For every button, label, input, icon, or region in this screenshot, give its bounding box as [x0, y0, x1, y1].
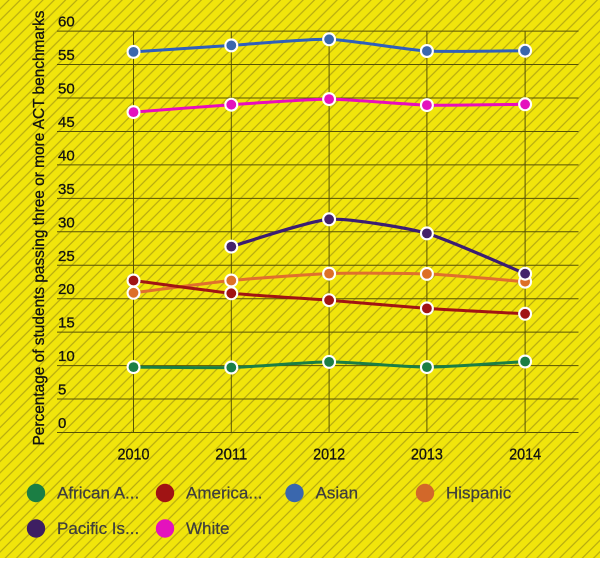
- svg-text:Percentage of students passing: Percentage of students passing three or …: [31, 11, 48, 446]
- svg-text:White: White: [186, 519, 229, 538]
- svg-text:40: 40: [58, 147, 75, 164]
- svg-text:35: 35: [58, 181, 75, 198]
- svg-text:25: 25: [58, 248, 75, 265]
- svg-text:America...: America...: [186, 484, 263, 503]
- svg-text:5: 5: [58, 382, 66, 399]
- svg-text:Pacific Is...: Pacific Is...: [57, 519, 139, 538]
- svg-text:2012: 2012: [313, 447, 345, 464]
- svg-text:2010: 2010: [118, 447, 150, 464]
- svg-text:2011: 2011: [215, 447, 247, 464]
- svg-text:0: 0: [58, 415, 66, 432]
- svg-text:55: 55: [58, 47, 75, 64]
- svg-text:30: 30: [58, 214, 75, 231]
- svg-text:2013: 2013: [411, 447, 443, 464]
- svg-text:50: 50: [58, 81, 75, 98]
- svg-text:Hispanic: Hispanic: [446, 484, 512, 503]
- svg-text:2014: 2014: [509, 447, 541, 464]
- svg-text:20: 20: [58, 281, 75, 298]
- svg-text:Asian: Asian: [316, 484, 359, 503]
- svg-text:60: 60: [58, 14, 75, 31]
- svg-text:45: 45: [58, 114, 75, 131]
- svg-text:10: 10: [58, 348, 75, 365]
- svg-text:African A...: African A...: [57, 484, 139, 503]
- svg-text:15: 15: [58, 315, 75, 332]
